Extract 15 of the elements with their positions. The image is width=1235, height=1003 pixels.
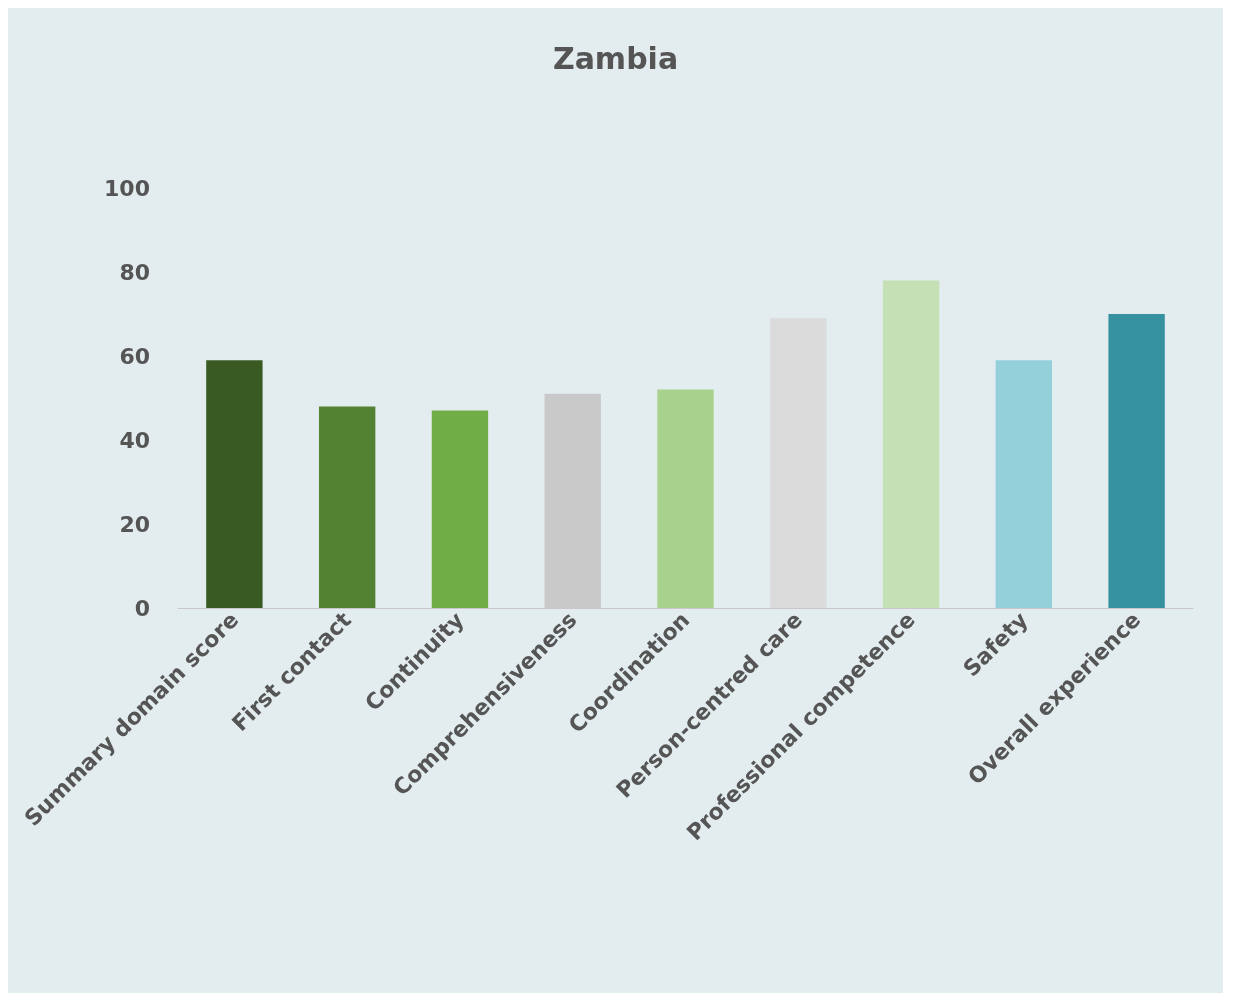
bar: [882, 280, 940, 608]
bar: [995, 360, 1053, 608]
y-tick-label: 0: [134, 595, 150, 621]
bar: [770, 318, 827, 608]
y-tick-label: 20: [119, 511, 150, 537]
bar: [431, 410, 489, 608]
y-tick-label: 60: [119, 343, 150, 369]
chart-title: Zambia: [552, 40, 679, 76]
bar: [1108, 314, 1165, 608]
y-tick-label: 100: [104, 175, 150, 201]
y-tick-label: 80: [119, 259, 150, 285]
bar: [318, 406, 376, 608]
bar: [657, 389, 714, 608]
bar: [206, 360, 263, 608]
y-tick-label: 40: [119, 427, 150, 453]
